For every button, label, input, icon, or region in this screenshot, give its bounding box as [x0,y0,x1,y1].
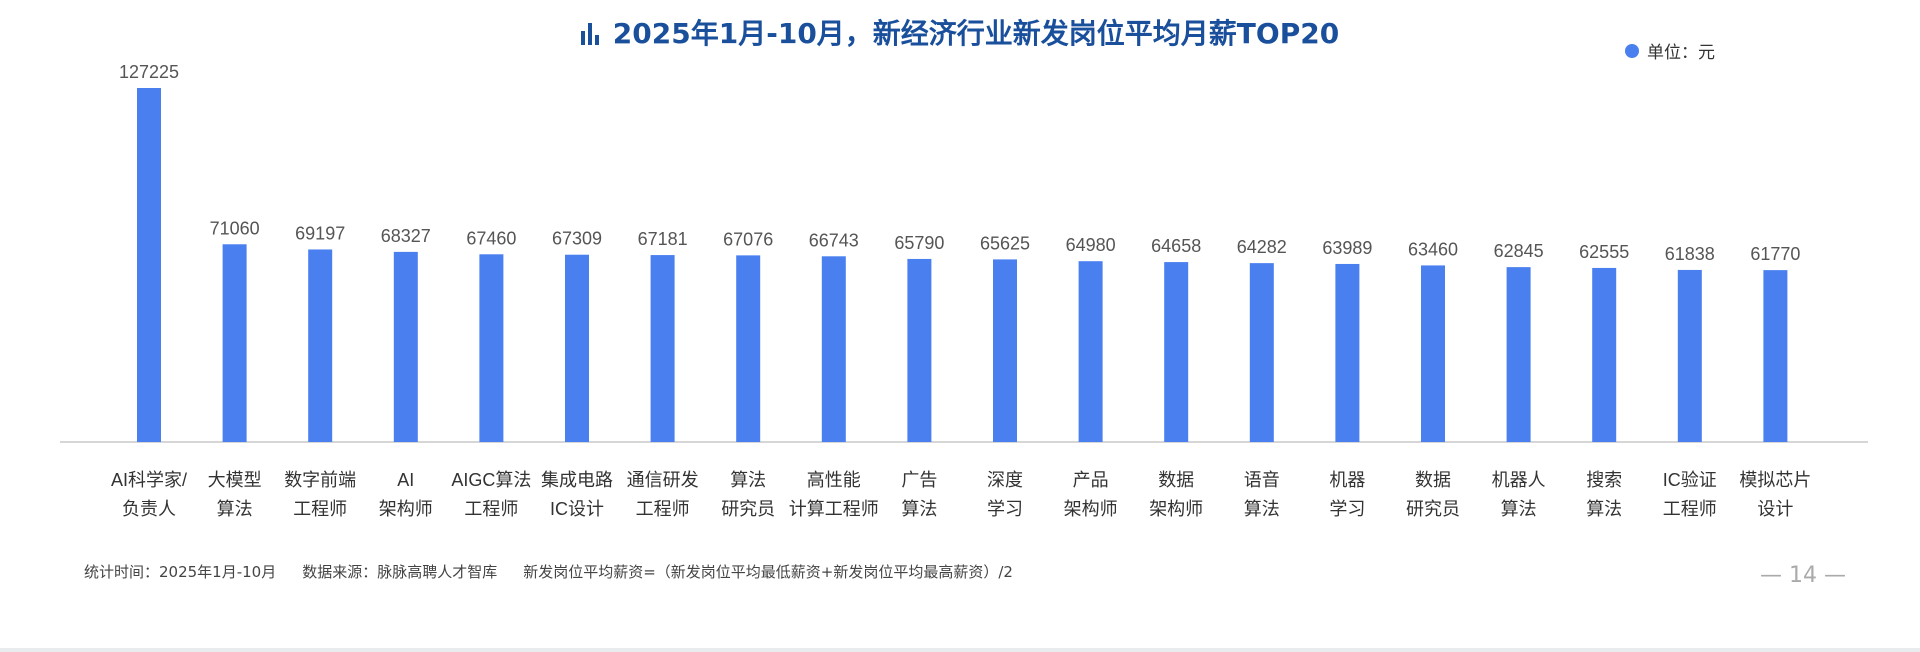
data-label: 64980 [1066,235,1116,255]
x-tick-label: 架构师 [379,499,433,519]
x-tick-label: 研究员 [721,499,775,519]
bar [821,256,846,442]
x-tick-label: 模拟芯片 [1739,470,1811,490]
x-tick-label: 集成电路 [541,470,613,490]
x-tick-label: 设计 [1757,499,1793,519]
x-tick-label: 数字前端 [284,470,356,490]
data-label: 69197 [295,223,345,243]
bar [1335,263,1360,442]
x-tick-label: 计算工程师 [789,499,879,519]
bar [993,259,1017,442]
x-tick-label: 算法 [901,499,937,519]
x-tick-label: 学习 [987,499,1023,519]
data-label: 67181 [638,229,688,249]
bar [1506,267,1531,442]
data-label: 62555 [1579,242,1629,262]
bar [1421,265,1445,442]
footer-notes: 统计时间：2025年1月-10月 数据来源：脉脉高聘人才智库 新发岗位平均薪资=（新… [84,561,1039,582]
x-tick-label: 负责人 [122,499,176,519]
x-tick-label: 算法 [730,470,766,490]
x-tick-label: 工程师 [293,499,347,519]
x-tick-label: 语音 [1244,470,1280,490]
x-tick-label: 产品 [1073,470,1109,490]
data-label: 61838 [1665,244,1715,264]
x-tick-label: 机器 [1329,470,1365,490]
x-tick-label: 架构师 [1064,499,1118,519]
page-number: — 14 — [1760,563,1846,588]
x-tick-label: 算法 [1586,499,1622,519]
data-label: 65790 [894,233,944,253]
x-tick-label: AI [397,470,414,490]
bar [907,258,932,442]
bar [222,244,247,442]
x-tick-label: 架构师 [1149,499,1203,519]
x-tick-label: 工程师 [636,499,690,519]
x-tick-label: 学习 [1329,499,1365,519]
data-label: 67460 [466,228,516,248]
legend: 单位：元 [1625,38,1715,63]
bar-chart-icon [580,23,599,45]
data-label: 62845 [1494,241,1544,261]
x-tick-label: IC验证 [1663,470,1717,490]
bar [393,251,418,442]
chart-title-row: 2025年1月-10月，新经济行业新发岗位平均月薪TOP20 [0,12,1920,52]
data-label: 65625 [980,233,1030,253]
bar [1249,263,1274,442]
bar [736,255,761,442]
x-tick-label: 大模型 [208,470,262,490]
bar [1677,269,1702,442]
data-label: 67309 [552,229,602,249]
chart-title: 2025年1月-10月，新经济行业新发岗位平均月薪TOP20 [612,17,1340,50]
x-tick-label: AI科学家/ [111,470,187,490]
bar [137,88,161,442]
x-tick-label: 算法 [217,499,253,519]
x-tick-label: IC设计 [550,499,604,519]
x-tick-label: 数据 [1415,470,1451,490]
legend-dot [1625,43,1639,58]
bar [1078,261,1103,442]
x-tick-label: 深度 [987,470,1023,490]
x-tick-label: 工程师 [464,499,518,519]
x-tick-label: 数据 [1158,470,1194,490]
footer-formula: 新发岗位平均薪资=（新发岗位平均最低薪资+新发岗位平均最高薪资）/2 [523,563,1013,581]
x-tick-label: 高性能 [807,470,861,490]
data-label: 71060 [210,218,260,238]
data-label: 63460 [1408,239,1458,259]
bar [479,254,504,442]
data-label: 64658 [1151,236,1201,256]
bar [308,249,333,442]
data-label: 66743 [809,230,859,250]
data-label: 61770 [1750,244,1800,264]
legend-label: 单位：元 [1647,43,1715,63]
bar [1164,262,1189,442]
x-tick-label: 搜索 [1586,470,1622,490]
x-tick-label: 算法 [1244,499,1280,519]
data-label: 64282 [1237,237,1287,257]
x-tick-label: 通信研发 [627,470,699,490]
bar [1763,270,1788,442]
x-tick-label: 算法 [1501,499,1537,519]
x-tick-label: 工程师 [1663,499,1717,519]
footer-time: 统计时间：2025年1月-10月 [84,563,277,581]
x-tick-label: 研究员 [1406,499,1460,519]
bar [1592,267,1617,442]
data-label: 68327 [381,226,431,246]
x-tick-label: 广告 [901,470,937,490]
bar [565,254,589,442]
data-label: 67076 [723,229,773,249]
data-label: 127225 [119,62,179,82]
bar [650,255,675,442]
x-tick-label: AIGC算法 [451,470,531,490]
data-label: 63989 [1322,238,1372,258]
footer-source: 数据来源：脉脉高聘人才智库 [302,563,498,581]
x-tick-label: 机器人 [1492,470,1546,490]
